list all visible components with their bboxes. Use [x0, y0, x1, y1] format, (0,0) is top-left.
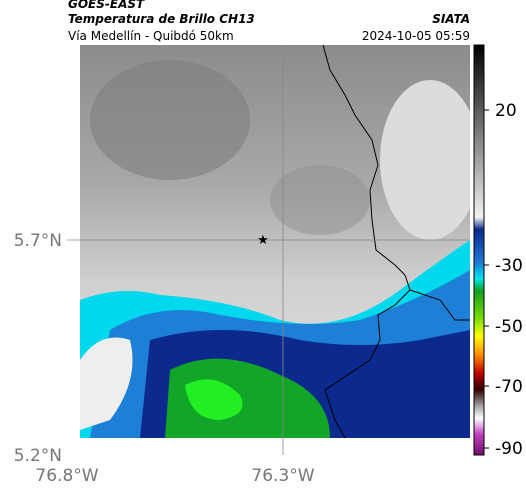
product-title: Temperatura de Brillo CH13 [68, 12, 255, 26]
source-label: SIATA [432, 12, 470, 26]
colorbar [473, 44, 485, 456]
satellite-image [80, 45, 470, 438]
colorbar-ticks [484, 109, 489, 449]
timestamp: 2024-10-05 05:59 [362, 29, 470, 43]
location-marker: ★ [257, 233, 269, 248]
border-line [409, 289, 470, 321]
lon-label: 76.3°W [251, 466, 314, 486]
satellite-name: GOES-EAST [68, 0, 145, 11]
colorbar-label: -30 [495, 256, 523, 276]
colorbar-label: -90 [495, 439, 523, 459]
lat-label: 5.7°N [14, 231, 62, 251]
colorbar-label: -50 [495, 317, 523, 337]
colorbar-label: -70 [495, 377, 523, 397]
lat-label: 5.2°N [14, 446, 62, 466]
colorbar-label: 20 [495, 101, 517, 121]
route-label: Vía Medellín - Quibdó 50km [68, 29, 234, 43]
lon-label: 76.8°W [35, 466, 98, 486]
border-line [322, 44, 411, 439]
